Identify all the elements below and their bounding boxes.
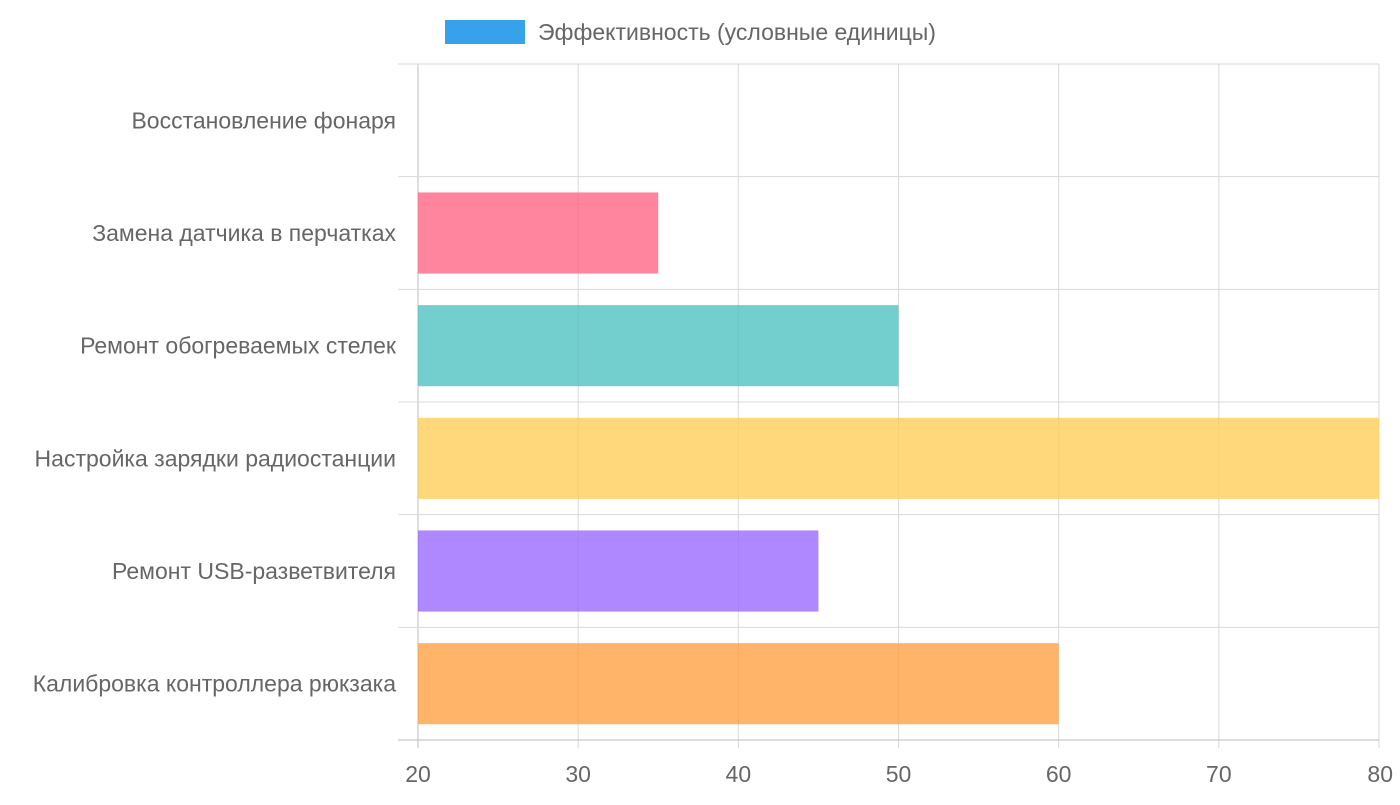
category-label: Калибровка контроллера рюкзака — [33, 671, 396, 697]
category-label: Ремонт USB-разветвителя — [112, 558, 396, 584]
x-tick-label: 70 — [1206, 761, 1232, 787]
x-tick-label: 20 — [405, 761, 431, 787]
category-label: Ремонт обогреваемых стелек — [80, 333, 397, 359]
bar[interactable] — [418, 192, 659, 274]
category-label: Настройка зарядки радиостанции — [35, 445, 396, 471]
bars — [418, 192, 1379, 725]
grid-lines — [398, 63, 1380, 748]
bar[interactable] — [418, 417, 1379, 499]
legend-swatch — [445, 20, 525, 44]
x-tick-label: 30 — [565, 761, 591, 787]
x-tick-label: 40 — [726, 761, 752, 787]
bar[interactable] — [418, 305, 899, 387]
category-labels: Восстановление фонаря Замена датчика в пе… — [33, 107, 397, 696]
x-axis-tick-labels: 20 30 40 50 60 70 80 — [405, 761, 1393, 787]
bar[interactable] — [418, 530, 819, 612]
x-tick-label: 80 — [1367, 761, 1393, 787]
legend[interactable]: Эффективность (условные единицы) — [445, 19, 936, 45]
bar[interactable] — [418, 643, 1059, 725]
x-tick-label: 60 — [1046, 761, 1072, 787]
x-tick-label: 50 — [886, 761, 912, 787]
category-label: Восстановление фонаря — [131, 107, 396, 133]
legend-label: Эффективность (условные единицы) — [538, 19, 936, 45]
category-label: Замена датчика в перчатках — [92, 220, 396, 246]
